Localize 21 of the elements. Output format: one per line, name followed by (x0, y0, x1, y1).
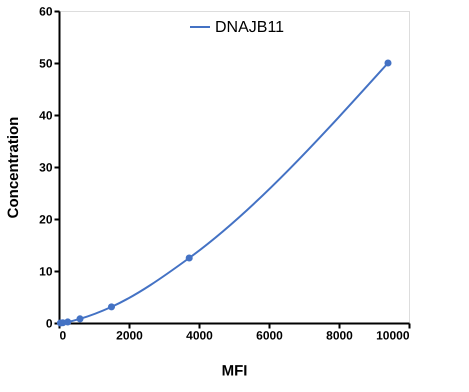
y-tick-label: 20 (39, 212, 53, 226)
point (108, 303, 116, 310)
point (186, 254, 193, 262)
y-tick-label: 40 (39, 108, 53, 122)
x-tick-label: 0 (60, 328, 66, 342)
y-tick-label: 50 (39, 56, 53, 70)
point (64, 318, 72, 326)
legend-label: DNAJB11 (215, 19, 284, 36)
x-axis-title: MFI (222, 362, 248, 380)
x-tick-label: 10000 (376, 328, 410, 342)
x-tick-label: 8000 (326, 328, 354, 342)
point (384, 59, 392, 67)
y-tick-label: 10 (39, 264, 53, 278)
y-tick-label: 0 (46, 316, 53, 330)
y-axis-title: Concentration (5, 116, 22, 218)
x-tick-label: 6000 (256, 328, 284, 342)
y-tick-label: 60 (39, 4, 53, 18)
y-tick-label: 30 (39, 160, 53, 174)
x-tick-label: 2000 (116, 328, 144, 342)
x-tick-label: 4000 (186, 328, 214, 342)
point (76, 315, 84, 322)
